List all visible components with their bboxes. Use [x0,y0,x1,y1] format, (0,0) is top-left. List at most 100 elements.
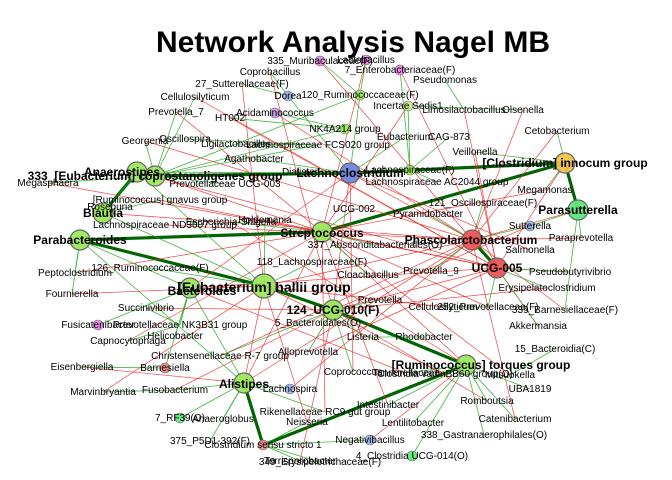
edge-barnes339-phasco [471,239,566,311]
node-label-peptoclost: Peptoclostridium [38,268,112,279]
edge-streptococcus-alistipes [243,231,323,384]
edge-alistipes-rf39 [179,382,245,419]
edge-dorea-sutterell [241,83,289,97]
node-lachnospiraceae[interactable] [404,164,416,176]
node-label-cellulo: Cellulosilyticum [161,92,230,103]
node-muribac[interactable] [314,55,326,67]
node-rum_torques[interactable] [455,354,477,376]
edge-negativibac-rum_torques [369,364,467,441]
node-rf39[interactable] [174,412,186,424]
edge-succinivibrio-ucg010 [145,307,334,311]
node-ucg005[interactable] [486,257,508,279]
edge-romboutsia-ucg010 [332,309,488,402]
node-incertae[interactable] [402,100,414,112]
edge-eub_copro-prevucg003 [154,175,226,185]
edge-parabact-streptococcus [79,230,323,242]
edge-parabact-bacteroides [79,239,191,289]
node-label-fournierella: Fournierella [46,289,99,300]
node-acidamino[interactable] [269,107,281,119]
edge-anaerostipes-lachnoclost [136,171,351,174]
node-dorea[interactable] [282,90,294,102]
node-label-copro: Coprobacillus [240,67,301,78]
node-label-eub_hallii: [Eubacterium] hallii group [177,279,350,295]
edge-lachnoclost-rumin_f [349,94,361,174]
node-label-rf39: 7_RF39(O) [155,413,205,424]
node-ucg010[interactable] [322,299,344,321]
node-label-incertae: Incertae Sedis1 [373,101,443,112]
edge-eub_copro-fcs020 [154,144,319,177]
edge-lachnoclost-dorea [287,95,351,174]
edge-muribac-phasco [319,60,473,241]
node-label-ligilacto: Ligilactobacillus [201,139,271,150]
node-enterobact[interactable] [394,64,406,76]
node-label-pseudomonas: Pseudomonas [413,75,477,86]
node-label-romboutsia: Romboutsia [460,396,514,407]
node-label-muribac: 335_Muribaculaceae(F) [267,56,373,67]
edge-erysipelato-ucg010 [332,287,548,311]
node-clostss1[interactable] [257,439,269,451]
node-phasco[interactable] [461,229,483,251]
node-label-lactobacillus: Lactobacillus [337,55,395,66]
edge-phasco-eub_hallii [263,239,473,287]
node-alistipes[interactable] [233,372,255,394]
node-label-sutterella: Sutterella [509,221,552,232]
node-label-cellsul: Cellulosilyticum [409,302,478,313]
node-fusicatenibacter[interactable] [92,319,104,331]
node-label-bacteroides: Bacteroides [168,284,237,298]
node-label-prevucg003: Prevotellaceae UCG-003 [169,179,281,190]
chart-title: Network Analysis Nagel MB [156,26,550,59]
edge-prev252-streptococcus [321,231,489,308]
node-rumin_f[interactable] [354,89,366,101]
edge-prevotella7-streptococcus [175,111,323,233]
node-label-blautia: Blautia [83,206,123,220]
node-label-holdemania: Holdemania [238,215,292,226]
edge-alistipes-rikenella [243,382,326,413]
edge-tannerella-bacteroides [189,287,407,374]
edge-lachnospiraceae-enterobact [399,69,411,171]
node-label-negativibac: Negativibacillus [335,435,404,446]
node-bacteroides[interactable] [179,277,201,299]
node-clostucg014[interactable] [406,450,418,462]
node-label-dorea: Dorea [274,91,302,102]
node-streptococcus[interactable] [311,221,333,243]
edge-rum_torques-catenibacterium [465,364,516,420]
node-anaerostipes[interactable] [126,161,148,183]
node-lachnoclost[interactable] [339,162,361,184]
node-label-paraprev: Paraprevotella [549,233,614,244]
node-blautia[interactable] [92,202,114,224]
node-parabact[interactable] [69,229,91,251]
edge-escherichia-rum_torques [230,221,467,366]
edge-clostss1-terrisporo [262,444,301,462]
node-clost_innoc[interactable] [554,152,576,174]
edge-clostss1-negativibac [262,439,371,446]
node-label-oscillospira: Oscillospira [159,134,211,145]
edge-christensen-phasco [219,239,473,357]
node-label-salmonella: Salmonella [505,245,555,256]
edge-bacteroides-lachnoclost [189,172,351,289]
node-barnesiella[interactable] [159,362,171,374]
edge-alistipes-phasco [243,239,473,384]
edge-lachnoclost-eubacterium [349,136,406,174]
edge-alistipes-clostss1 [242,382,265,446]
node-label-streptococcus: Streptococcus [280,226,364,240]
edge-rum_torques-lentilitobacter [412,364,467,424]
node-sutterella[interactable] [524,220,536,232]
node-label-cag873: CAG-873 [428,132,470,143]
node-label-neisseria: Neisseria [286,417,328,428]
edge-eisenberg-alistipes [81,366,245,384]
edge-rum_torques-clostss1 [262,363,467,447]
edge-rum_torques-intestinibacter [387,364,467,406]
edge-eub_copro-cellulo [154,96,196,177]
edge-terrisporo-ucg010 [299,309,334,462]
edge-olsenella-incertae [407,105,524,111]
node-negativibac[interactable] [364,434,376,446]
node-eub_hallii[interactable] [251,273,277,299]
node-label-catenibacterium: Catenibacterium [479,414,552,425]
node-nk4a214[interactable] [339,123,351,135]
node-parasut[interactable] [567,199,589,221]
node-lactobacillus[interactable] [360,54,372,66]
edge-eub_copro-prevotella7 [154,111,177,177]
node-lachnospira[interactable] [284,383,296,395]
node-label-alistipes: Alistipes [219,377,269,391]
edge-lachnospiraceae-cag873 [409,136,450,171]
